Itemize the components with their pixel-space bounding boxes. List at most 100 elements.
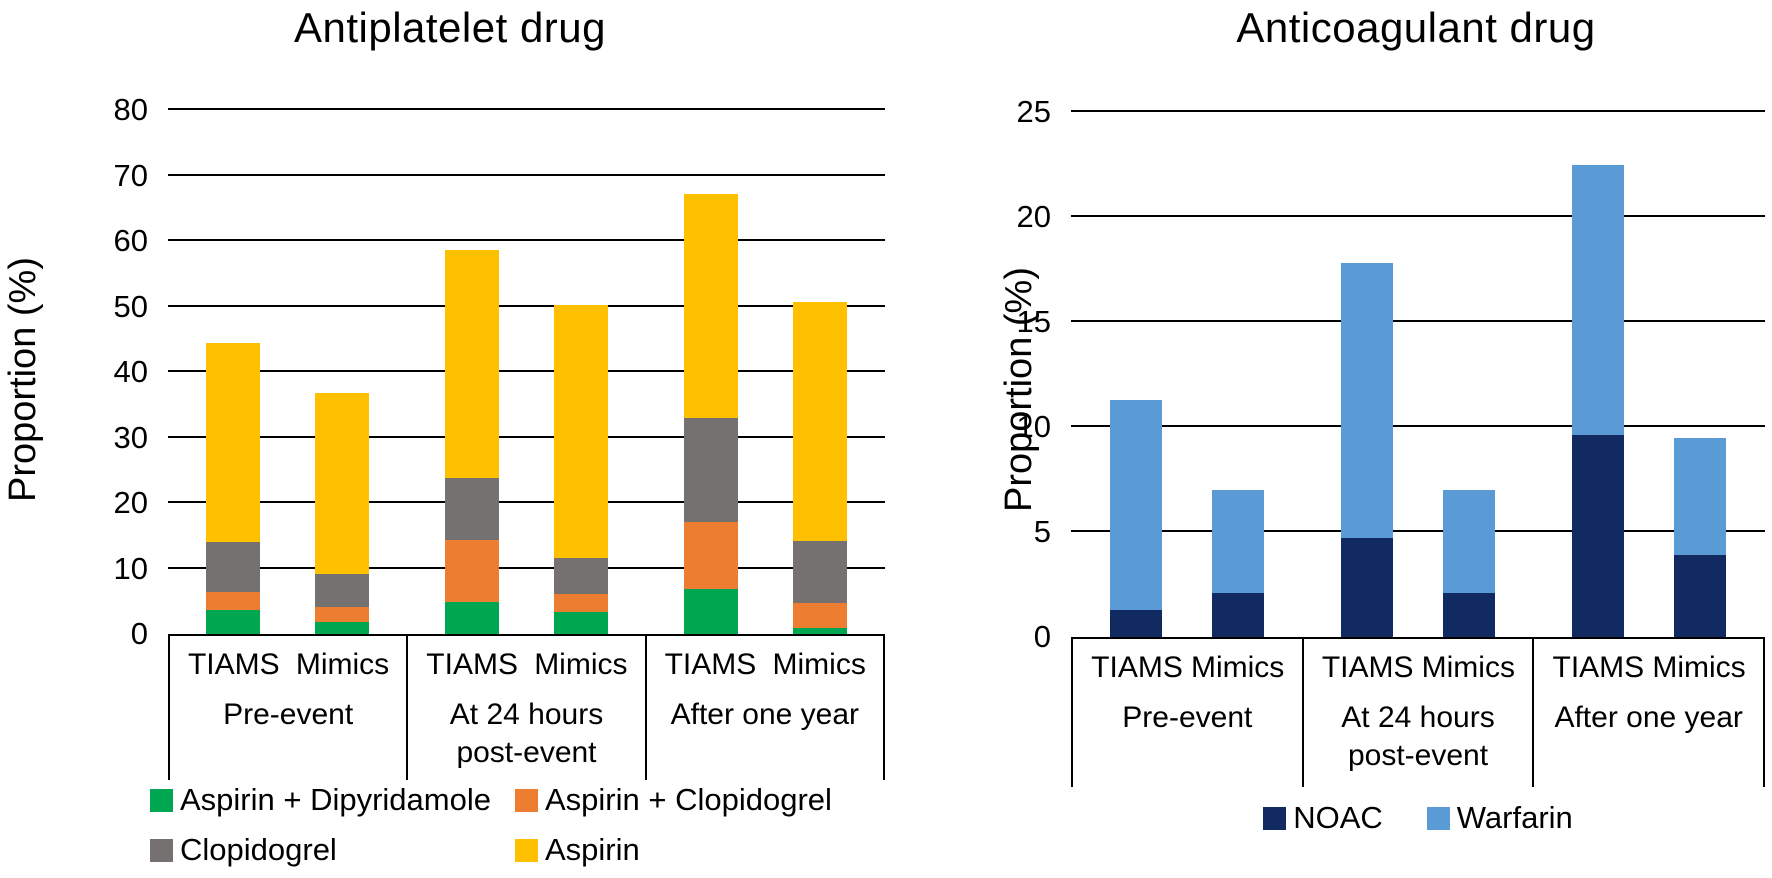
bar-label: TIAMS bbox=[426, 648, 518, 681]
bar-segment-noac bbox=[1341, 538, 1394, 637]
bar-segment-aspirin-+-dipyridamole bbox=[315, 622, 370, 634]
bar-segment-clopidogrel bbox=[554, 558, 609, 595]
y-tick-label: 0 bbox=[130, 616, 148, 651]
gridline bbox=[168, 370, 885, 372]
bar-segment-aspirin-+-clopidogrel bbox=[793, 603, 848, 629]
gridline bbox=[1071, 530, 1765, 532]
gridline bbox=[168, 173, 885, 176]
gridline bbox=[168, 501, 885, 503]
bar-segment-aspirin-+-dipyridamole bbox=[793, 628, 848, 634]
category-group: TIAMS Mimics At 24 hours post-event bbox=[406, 636, 644, 780]
bar-segment-clopidogrel bbox=[205, 541, 260, 593]
legend-item-aspirin-+-clopidogrel: Aspirin + Clopidogrel bbox=[515, 782, 870, 818]
bar-segment-aspirin-+-dipyridamole bbox=[444, 601, 499, 634]
legend-item-warfarin: Warfarin bbox=[1426, 800, 1573, 836]
stacked-bar-after-one-year-mimics bbox=[1674, 437, 1727, 637]
bar-segment-clopidogrel bbox=[683, 417, 738, 522]
gridline bbox=[1071, 320, 1765, 322]
category-group: TIAMS Mimics After one year bbox=[1532, 639, 1766, 787]
y-tick-label: 20 bbox=[113, 485, 148, 520]
stacked-bar-at-24-hours-post-event-mimics bbox=[554, 305, 609, 634]
bar-segment-aspirin-+-dipyridamole bbox=[205, 609, 260, 634]
group-label: At 24 hours post-event bbox=[449, 698, 604, 769]
bar-segment-warfarin bbox=[1109, 399, 1162, 610]
stacked-bar-pre-event-mimics bbox=[1211, 490, 1264, 637]
bar-segment-noac bbox=[1674, 555, 1727, 637]
anticoagulant-chart-panel: Anticoagulant drug Proportion (%) 0 5 10 15… bbox=[886, 0, 1772, 878]
legend: Aspirin + Dipyridamole Aspirin + Clopidog… bbox=[150, 782, 870, 868]
bar-label: TIAMS bbox=[1091, 651, 1183, 684]
legend-swatch-icon bbox=[1263, 806, 1287, 830]
category-axis: TIAMS Mimics Pre-event TIAMS Mimics At 24 hou… bbox=[1071, 637, 1766, 787]
plot-area: 0 10 20 30 40 50 60 70 80 bbox=[114, 92, 885, 651]
y-tick-label: 15 bbox=[1016, 304, 1051, 339]
legend-item-noac: NOAC bbox=[1263, 800, 1383, 836]
bar-segment-aspirin bbox=[793, 301, 848, 541]
bar-segment-clopidogrel bbox=[793, 541, 848, 604]
bar-segment-clopidogrel bbox=[444, 478, 499, 540]
bar-segment-aspirin bbox=[554, 305, 609, 559]
bar-segment-aspirin-+-dipyridamole bbox=[683, 588, 738, 634]
bar-segment-warfarin bbox=[1341, 263, 1394, 539]
y-tick-label: 10 bbox=[113, 550, 148, 586]
legend-swatch-icon bbox=[515, 838, 538, 862]
legend-swatch-icon bbox=[150, 838, 173, 862]
bar-label: Mimics bbox=[1421, 651, 1515, 684]
stacked-bar-pre-event-tiams bbox=[1109, 399, 1162, 637]
category-group: TIAMS Mimics Pre-event bbox=[1071, 639, 1302, 787]
bar-segment-aspirin-+-clopidogrel bbox=[315, 607, 370, 623]
stacked-bar-at-24-hours-post-event-tiams bbox=[1341, 263, 1394, 637]
legend-label: Aspirin bbox=[545, 832, 640, 867]
bar-segment-noac bbox=[1442, 592, 1495, 637]
legend-label: Aspirin + Clopidogrel bbox=[545, 782, 832, 817]
bar-segment-noac bbox=[1572, 435, 1625, 637]
chart-title: Anticoagulant drug bbox=[1236, 4, 1596, 51]
gridline bbox=[168, 566, 885, 569]
bar-segment-warfarin bbox=[1572, 164, 1625, 436]
legend-swatch-icon bbox=[1426, 806, 1450, 830]
legend-item-clopidogrel: Clopidogrel bbox=[150, 832, 515, 868]
legend: NOAC Warfarin bbox=[1071, 800, 1765, 836]
legend-item-aspirin-+-dipyridamole: Aspirin + Dipyridamole bbox=[150, 782, 515, 818]
stacked-bar-pre-event-mimics bbox=[315, 392, 370, 634]
bar-label: Mimics bbox=[1652, 651, 1746, 684]
bar-segment-aspirin-+-clopidogrel bbox=[683, 522, 738, 589]
bar-segment-clopidogrel bbox=[315, 573, 370, 608]
gridline bbox=[1071, 215, 1765, 217]
bar-segment-noac bbox=[1109, 609, 1162, 637]
y-tick-label: 10 bbox=[1016, 409, 1051, 444]
y-tick-label: 20 bbox=[1016, 199, 1051, 234]
gridline bbox=[168, 239, 885, 241]
bar-segment-aspirin-+-clopidogrel bbox=[554, 594, 609, 612]
category-axis: TIAMS Mimics Pre-event TIAMS Mimics At 24 hou… bbox=[168, 634, 885, 780]
bar-segment-aspirin bbox=[205, 343, 260, 542]
chart-title: Antiplatelet drug bbox=[293, 4, 607, 51]
bar-label: TIAMS bbox=[187, 648, 280, 681]
bar-label: Mimics bbox=[534, 648, 628, 681]
y-tick-label: 70 bbox=[113, 157, 148, 193]
group-label: Pre-event bbox=[1122, 701, 1253, 734]
bar-label: Mimics bbox=[1190, 651, 1285, 684]
stacked-bar-after-one-year-mimics bbox=[793, 301, 848, 634]
bar-segment-warfarin bbox=[1442, 490, 1495, 593]
y-tick-label: 40 bbox=[113, 354, 148, 389]
gridline bbox=[1071, 425, 1765, 427]
stacked-bar-after-one-year-tiams bbox=[1572, 164, 1625, 637]
stacked-bar-after-one-year-tiams bbox=[683, 193, 738, 634]
antiplatelet-chart-panel: Antiplatelet drug Proportion (%) 0 10 20 30… bbox=[2, 4, 885, 868]
group-label: Pre-event bbox=[223, 698, 354, 731]
y-tick-label: 80 bbox=[113, 92, 148, 127]
group-label: After one year bbox=[1554, 701, 1743, 734]
bar-segment-aspirin bbox=[444, 250, 499, 479]
bar-segment-aspirin bbox=[315, 392, 370, 574]
y-tick-label: 30 bbox=[113, 419, 148, 455]
legend-label: Warfarin bbox=[1456, 800, 1573, 835]
gridline bbox=[168, 435, 885, 438]
gridline bbox=[168, 108, 885, 110]
stacked-bar-at-24-hours-post-event-mimics bbox=[1442, 490, 1495, 637]
category-group: TIAMS Mimics Pre-event bbox=[168, 636, 406, 780]
bar-label: TIAMS bbox=[664, 648, 757, 681]
bar-label: TIAMS bbox=[1552, 651, 1645, 684]
legend-label: Clopidogrel bbox=[180, 832, 337, 867]
bar-segment-aspirin-+-clopidogrel bbox=[444, 539, 499, 602]
